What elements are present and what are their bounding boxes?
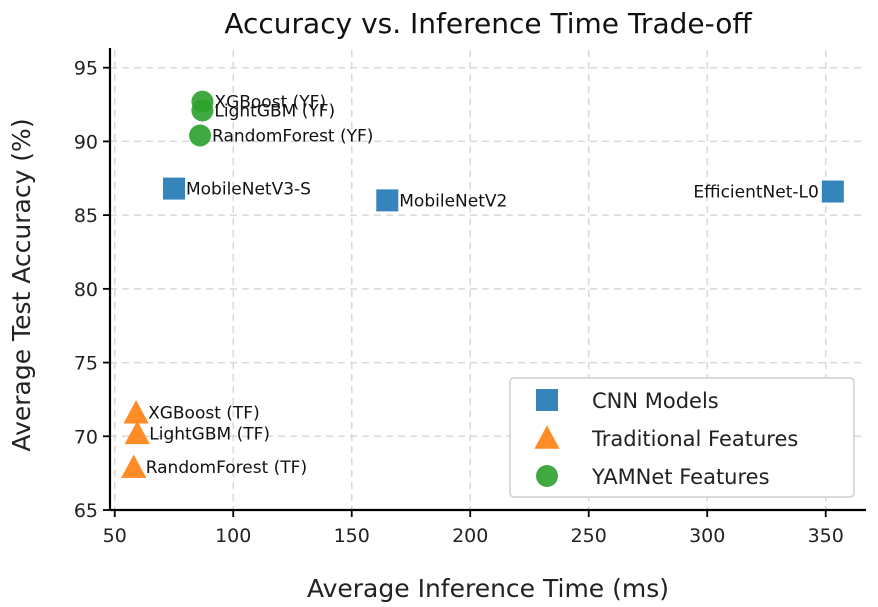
y-tick-label: 70	[74, 426, 98, 448]
point-label: XGBoost (YF)	[214, 93, 326, 113]
point-label: LightGBM (YF)	[214, 101, 335, 121]
legend-label: YAMNet Features	[591, 465, 770, 489]
data-point	[191, 99, 214, 122]
y-tick-label: 90	[74, 131, 98, 153]
point-label: RandomForest (TF)	[146, 458, 307, 478]
chart-title: Accuracy vs. Inference Time Trade-off	[224, 7, 752, 40]
y-tick-label: 95	[74, 58, 98, 80]
point-label: MobileNetV2	[399, 191, 507, 211]
x-tick-label: 100	[215, 525, 251, 547]
data-points	[121, 90, 844, 478]
data-point	[123, 400, 149, 424]
data-point	[376, 189, 399, 212]
data-point	[124, 420, 150, 445]
legend-marker	[534, 425, 560, 449]
x-tick-label: 200	[452, 525, 488, 547]
legend-label: Traditional Features	[591, 427, 798, 451]
x-tick-label: 300	[689, 525, 725, 547]
ticks: 50 100 150 200 250 300 350 65 70 75 80 85 90 95	[74, 58, 844, 547]
data-point	[821, 180, 844, 203]
data-point	[189, 124, 212, 147]
point-label: RandomForest (YF)	[212, 127, 373, 147]
data-point	[162, 177, 185, 200]
x-tick-label: 150	[334, 525, 370, 547]
point-label: LightGBM (TF)	[149, 424, 270, 444]
y-tick-label: 85	[74, 205, 98, 227]
y-tick-label: 80	[74, 279, 98, 301]
point-label: XGBoost (TF)	[148, 404, 260, 424]
y-tick-label: 75	[74, 353, 98, 375]
legend-label: CNN Models	[592, 389, 719, 413]
y-axis-title: Average Test Accuracy (%)	[7, 118, 36, 451]
y-tick-label: 65	[74, 500, 98, 522]
legend-marker	[536, 465, 558, 487]
axes	[108, 48, 866, 512]
x-tick-label: 350	[808, 525, 844, 547]
legend: CNN Models Traditional Features YAMNet Fea…	[509, 377, 855, 498]
x-axis-title: Average Inference Time (ms)	[307, 574, 669, 603]
legend-marker	[536, 389, 558, 411]
point-label: EfficientNet-L0	[693, 183, 818, 203]
point-labels: MobileNetV3-S MobileNetV2 EfficientNet-L0 X…	[146, 93, 819, 479]
x-tick-label: 250	[571, 525, 607, 547]
point-label: MobileNetV3-S	[186, 180, 311, 200]
legend-box	[509, 377, 855, 498]
x-tick-label: 50	[103, 525, 127, 547]
data-point	[121, 454, 147, 478]
